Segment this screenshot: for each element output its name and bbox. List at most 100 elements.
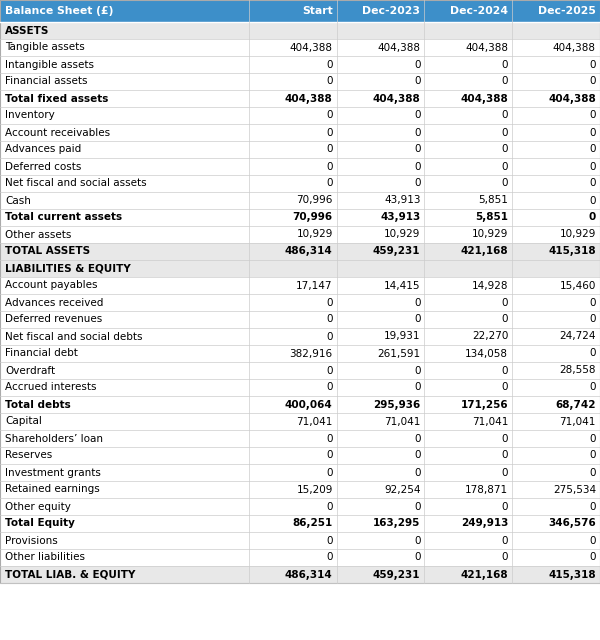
Text: 421,168: 421,168 bbox=[461, 570, 508, 579]
Text: 5,851: 5,851 bbox=[478, 195, 508, 205]
Text: 0: 0 bbox=[414, 77, 421, 86]
Bar bbox=[0, 515, 600, 532]
Text: 10,929: 10,929 bbox=[560, 230, 596, 239]
Text: 0: 0 bbox=[502, 365, 508, 376]
Text: Total debts: Total debts bbox=[5, 399, 71, 410]
Text: LIABILITIES & EQUITY: LIABILITIES & EQUITY bbox=[5, 264, 131, 273]
Text: Financial debt: Financial debt bbox=[5, 349, 78, 358]
Text: 0: 0 bbox=[589, 314, 596, 324]
Text: 0: 0 bbox=[502, 451, 508, 461]
Bar bbox=[0, 22, 600, 39]
Bar bbox=[0, 141, 600, 158]
Text: 163,295: 163,295 bbox=[373, 518, 421, 529]
Text: 486,314: 486,314 bbox=[285, 570, 333, 579]
Text: 261,591: 261,591 bbox=[377, 349, 421, 358]
Text: 0: 0 bbox=[589, 467, 596, 477]
Bar bbox=[0, 566, 600, 583]
Text: Accrued interests: Accrued interests bbox=[5, 383, 97, 392]
Text: Financial assets: Financial assets bbox=[5, 77, 88, 86]
Text: 0: 0 bbox=[414, 536, 421, 545]
Text: 382,916: 382,916 bbox=[290, 349, 333, 358]
Text: 0: 0 bbox=[502, 536, 508, 545]
Bar bbox=[0, 158, 600, 175]
Text: 404,388: 404,388 bbox=[553, 42, 596, 52]
Bar bbox=[0, 413, 600, 430]
Text: 0: 0 bbox=[589, 179, 596, 189]
Text: 0: 0 bbox=[502, 314, 508, 324]
Text: 0: 0 bbox=[589, 127, 596, 138]
Bar bbox=[0, 328, 600, 345]
Text: 92,254: 92,254 bbox=[384, 484, 421, 495]
Text: 14,415: 14,415 bbox=[384, 280, 421, 291]
Bar bbox=[0, 362, 600, 379]
Text: Shareholders’ loan: Shareholders’ loan bbox=[5, 433, 103, 444]
Text: Deferred revenues: Deferred revenues bbox=[5, 314, 102, 324]
Text: 28,558: 28,558 bbox=[559, 365, 596, 376]
Bar bbox=[0, 175, 600, 192]
Text: Capital: Capital bbox=[5, 417, 42, 426]
Text: 0: 0 bbox=[414, 127, 421, 138]
Text: 0: 0 bbox=[589, 383, 596, 392]
Text: Dec-2024: Dec-2024 bbox=[450, 6, 508, 16]
Text: 0: 0 bbox=[414, 60, 421, 70]
Text: 0: 0 bbox=[589, 77, 596, 86]
Bar bbox=[0, 464, 600, 481]
Text: 0: 0 bbox=[589, 60, 596, 70]
Text: 0: 0 bbox=[502, 161, 508, 172]
Text: 43,913: 43,913 bbox=[384, 195, 421, 205]
Bar bbox=[0, 549, 600, 566]
Text: 0: 0 bbox=[414, 314, 421, 324]
Bar bbox=[0, 379, 600, 396]
Text: 0: 0 bbox=[414, 383, 421, 392]
Text: Start: Start bbox=[302, 6, 333, 16]
Text: Net fiscal and social debts: Net fiscal and social debts bbox=[5, 332, 143, 342]
Bar bbox=[0, 90, 600, 107]
Text: 0: 0 bbox=[589, 433, 596, 444]
Text: ASSETS: ASSETS bbox=[5, 26, 49, 35]
Bar bbox=[0, 209, 600, 226]
Text: 15,460: 15,460 bbox=[560, 280, 596, 291]
Bar bbox=[0, 294, 600, 311]
Text: 10,929: 10,929 bbox=[296, 230, 333, 239]
Bar bbox=[0, 260, 600, 277]
Text: 0: 0 bbox=[502, 77, 508, 86]
Text: 22,270: 22,270 bbox=[472, 332, 508, 342]
Text: 404,388: 404,388 bbox=[285, 93, 333, 104]
Text: 0: 0 bbox=[326, 111, 333, 120]
Bar bbox=[0, 0, 249, 22]
Text: 0: 0 bbox=[326, 365, 333, 376]
Text: 0: 0 bbox=[326, 314, 333, 324]
Text: Retained earnings: Retained earnings bbox=[5, 484, 100, 495]
Bar bbox=[0, 311, 600, 328]
Text: 0: 0 bbox=[589, 212, 596, 223]
Text: Dec-2025: Dec-2025 bbox=[538, 6, 596, 16]
Text: 0: 0 bbox=[326, 127, 333, 138]
Text: 404,388: 404,388 bbox=[460, 93, 508, 104]
Bar bbox=[424, 0, 512, 22]
Text: 0: 0 bbox=[326, 383, 333, 392]
Text: 0: 0 bbox=[326, 502, 333, 511]
Text: Balance Sheet (£): Balance Sheet (£) bbox=[5, 6, 113, 16]
Text: 71,041: 71,041 bbox=[560, 417, 596, 426]
Bar bbox=[512, 0, 600, 22]
Text: 0: 0 bbox=[502, 127, 508, 138]
Text: 86,251: 86,251 bbox=[292, 518, 333, 529]
Text: 0: 0 bbox=[326, 536, 333, 545]
Text: 0: 0 bbox=[589, 451, 596, 461]
Text: Advances received: Advances received bbox=[5, 298, 103, 307]
Text: Net fiscal and social assets: Net fiscal and social assets bbox=[5, 179, 146, 189]
Text: 70,996: 70,996 bbox=[296, 195, 333, 205]
Bar bbox=[0, 277, 600, 294]
Text: 0: 0 bbox=[589, 298, 596, 307]
Text: 0: 0 bbox=[414, 145, 421, 154]
Text: 0: 0 bbox=[326, 179, 333, 189]
Text: 43,913: 43,913 bbox=[380, 212, 421, 223]
Text: Tangible assets: Tangible assets bbox=[5, 42, 85, 52]
Text: 70,996: 70,996 bbox=[293, 212, 333, 223]
Text: 404,388: 404,388 bbox=[548, 93, 596, 104]
Text: 0: 0 bbox=[502, 145, 508, 154]
Bar bbox=[0, 56, 600, 73]
Text: 0: 0 bbox=[326, 467, 333, 477]
Text: 249,913: 249,913 bbox=[461, 518, 508, 529]
Text: 71,041: 71,041 bbox=[296, 417, 333, 426]
